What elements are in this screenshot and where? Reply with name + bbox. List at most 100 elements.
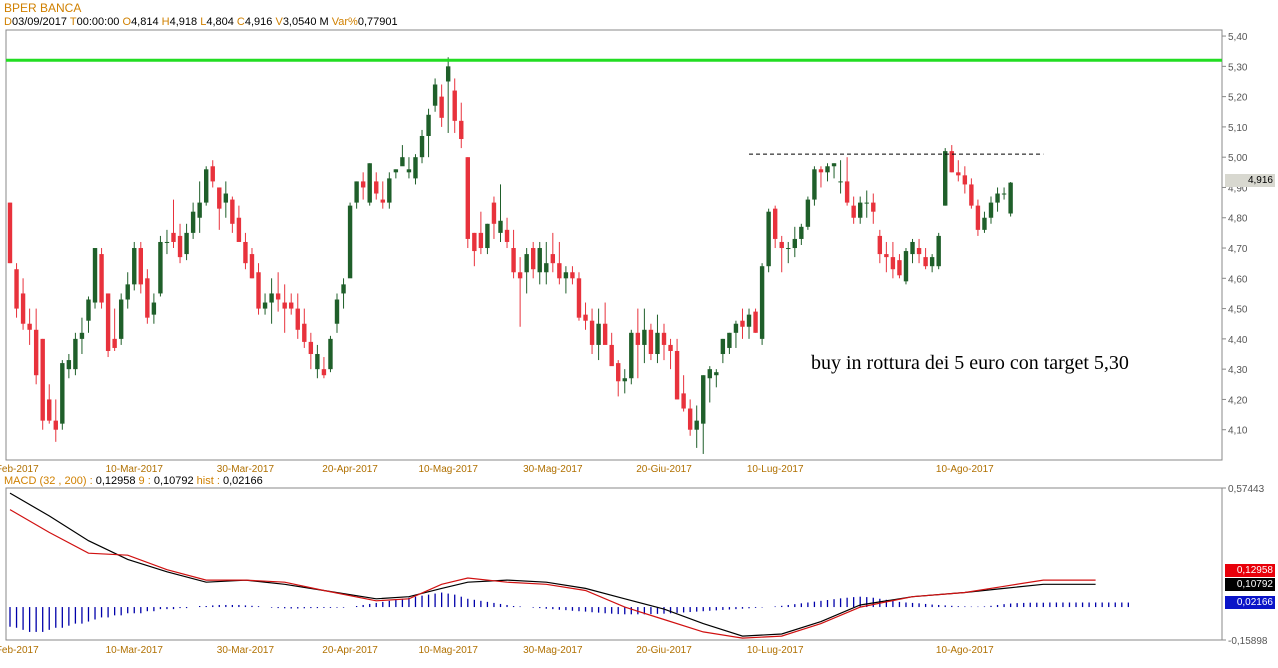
candle: [73, 332, 78, 376]
candle-body: [642, 329, 647, 345]
low-key: L: [200, 16, 207, 28]
candle: [262, 293, 268, 315]
chart-annotation: buy in rottura dei 5 euro con target 5,3…: [811, 352, 1129, 374]
x-tick-label: 20-Giu-2017: [636, 464, 692, 475]
candle: [393, 169, 399, 179]
candle: [982, 211, 987, 233]
candle-body: [897, 260, 902, 276]
candle: [929, 254, 935, 273]
candle-body: [962, 175, 968, 185]
x-tick-label: 10-Ago-2017: [936, 645, 994, 656]
candle: [354, 181, 359, 209]
candle: [367, 163, 372, 206]
candle-body: [916, 248, 922, 255]
candle: [33, 308, 39, 385]
candle: [1001, 187, 1007, 200]
candle: [504, 217, 510, 249]
candle: [714, 369, 719, 388]
candle-body: [289, 302, 294, 309]
candle: [537, 241, 542, 285]
candle-body: [707, 369, 712, 379]
candle: [694, 405, 699, 448]
candle: [66, 354, 72, 379]
candle: [655, 314, 660, 364]
low-value: 4,804: [206, 16, 234, 28]
candle: [936, 232, 941, 270]
candle: [701, 375, 706, 454]
candle: [851, 196, 856, 224]
candle-body: [308, 341, 314, 355]
candle-body: [668, 344, 673, 351]
time-key: T: [69, 16, 77, 28]
candle-body: [786, 248, 791, 250]
y-tick-label: 5,00: [1228, 153, 1248, 164]
macd-params: (32 , 200) :: [39, 475, 93, 487]
candle-body: [92, 248, 98, 303]
candle-body: [877, 235, 883, 255]
candle: [472, 232, 477, 267]
candle-body: [171, 232, 176, 242]
y-tick-label: 5,20: [1228, 93, 1248, 104]
candle: [629, 329, 634, 385]
candle: [884, 241, 889, 273]
candle-body: [825, 166, 830, 173]
candle: [485, 223, 490, 255]
candle-body: [472, 232, 477, 252]
candle-body: [269, 293, 274, 303]
candle-body: [589, 320, 595, 345]
candle: [341, 278, 346, 309]
candle: [321, 357, 327, 379]
x-tick-label: 30-Mag-2017: [523, 464, 583, 475]
candle-body: [596, 323, 601, 345]
candle-body: [674, 350, 680, 400]
candle-body: [60, 363, 65, 424]
candle-body: [204, 169, 209, 203]
candle-body: [380, 199, 385, 203]
candle-body: [256, 272, 261, 309]
y-tick-label: 4,90: [1228, 183, 1248, 194]
candle: [197, 181, 202, 233]
candle: [86, 296, 91, 333]
x-tick-label: 30-Mar-2017: [217, 464, 275, 475]
x-tick-label: 10-Mag-2017: [418, 464, 478, 475]
candle-body: [812, 169, 817, 200]
candle: [249, 248, 255, 279]
candle: [387, 172, 392, 209]
candle: [432, 78, 438, 112]
candle: [151, 293, 157, 324]
candle-body: [504, 229, 510, 242]
candle: [779, 235, 784, 273]
candle: [400, 145, 405, 167]
candle-body: [864, 202, 869, 204]
volume-value: 3,0540 M: [282, 16, 329, 28]
candle: [308, 332, 314, 370]
candle-body: [439, 96, 444, 118]
candle-body: [982, 217, 987, 230]
candle-body: [158, 241, 163, 294]
y-tick-label: 5,40: [1228, 32, 1248, 43]
candle-body: [374, 181, 379, 194]
candle-body: [517, 272, 523, 279]
hist-value-tag: 0,02166: [1225, 596, 1275, 609]
candle: [7, 202, 13, 264]
candle: [877, 229, 883, 264]
candle: [995, 187, 1000, 212]
candle-body: [295, 308, 300, 330]
candle: [969, 178, 974, 209]
candle-body: [86, 299, 91, 321]
candle: [524, 248, 529, 294]
candle: [975, 199, 981, 236]
candle: [302, 308, 307, 348]
candle-body: [871, 202, 876, 212]
candle-body: [818, 169, 824, 173]
candle-body: [563, 272, 569, 279]
candle-body: [616, 363, 621, 382]
candle-body: [321, 369, 327, 376]
candle: [14, 263, 19, 318]
candle: [916, 238, 922, 264]
candle: [674, 338, 680, 400]
candle-body: [550, 254, 556, 264]
candle: [47, 384, 52, 424]
candle-body: [687, 408, 693, 430]
